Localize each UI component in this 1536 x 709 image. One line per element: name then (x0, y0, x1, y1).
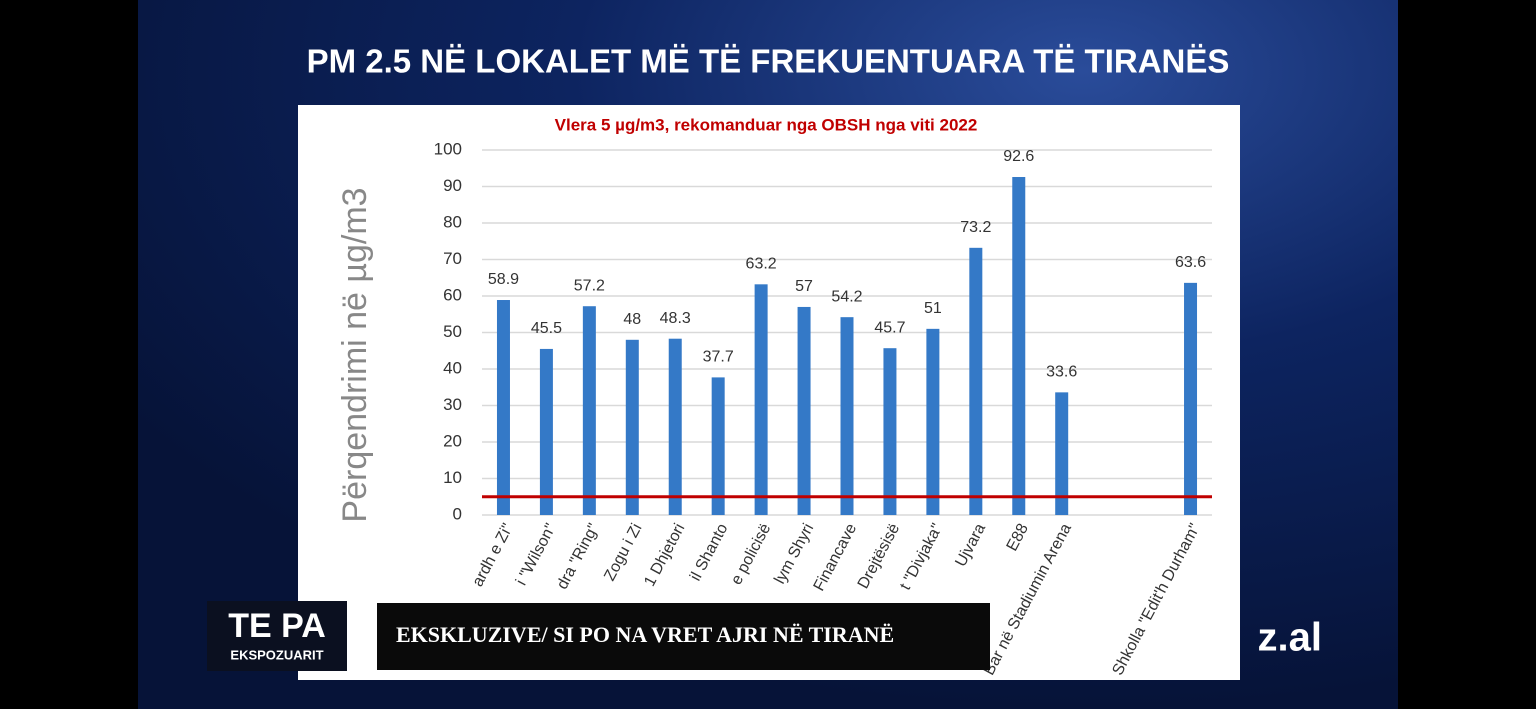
annotation: Vlera 5 µg/m3, rekomanduar nga OBSH nga … (555, 115, 978, 134)
value-label: 58.9 (488, 271, 519, 288)
bar (582, 306, 596, 515)
y-tick-label: 20 (443, 431, 462, 450)
bar (711, 377, 725, 515)
value-label: 63.6 (1175, 254, 1206, 271)
bar (926, 328, 940, 515)
chart-title: PM 2.5 NË LOKALET MË TË FREKUENTUARA TË … (307, 43, 1230, 80)
value-label: 48 (623, 311, 641, 328)
y-tick-label: 10 (443, 468, 462, 487)
y-tick-label: 50 (443, 322, 462, 341)
bar (1055, 392, 1069, 515)
bar (1012, 177, 1026, 515)
value-label: 92.6 (1003, 148, 1034, 165)
bar (754, 284, 768, 515)
y-tick-label: 80 (443, 212, 462, 231)
y-tick-label: 30 (443, 395, 462, 414)
value-label: 57 (795, 278, 813, 295)
bar (840, 317, 854, 515)
y-tick-label: 0 (453, 504, 462, 523)
logo-top: TE PA (228, 607, 326, 645)
y-tick-label: 70 (443, 249, 462, 268)
bar (496, 300, 510, 515)
site-logo: z.al (1258, 616, 1322, 660)
bar (625, 339, 639, 515)
bar (668, 338, 682, 515)
logo-bottom: EKSPOZUARIT (230, 647, 323, 662)
value-label: 63.2 (746, 256, 777, 273)
y-tick-label: 40 (443, 358, 462, 377)
banner-text: EKSKLUZIVE/ SI PO NA VRET AJRI NË TIRANË (396, 622, 894, 647)
bar (969, 247, 983, 515)
y-tick-label: 60 (443, 285, 462, 304)
value-label: 45.5 (531, 320, 562, 337)
bar (1184, 282, 1198, 515)
value-label: 37.7 (703, 349, 734, 366)
bar (539, 348, 553, 515)
bar (883, 348, 897, 515)
value-label: 45.7 (874, 319, 905, 336)
value-label: 54.2 (831, 288, 862, 305)
value-label: 51 (924, 300, 942, 317)
value-label: 57.2 (574, 277, 605, 294)
banner-box (377, 603, 990, 670)
y-tick-label: 100 (434, 139, 462, 158)
value-label: 48.3 (660, 310, 691, 327)
value-label: 33.6 (1046, 364, 1077, 381)
y-tick-label: 90 (443, 176, 462, 195)
chart-panel (298, 105, 1240, 680)
value-label: 73.2 (960, 219, 991, 236)
y-axis-label: Përqendrimi në µg/m3 (336, 187, 374, 522)
bar (797, 306, 811, 515)
logo-box (207, 601, 347, 671)
